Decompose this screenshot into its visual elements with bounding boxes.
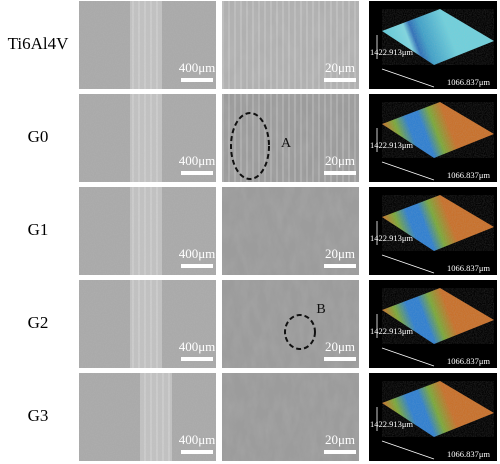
row-label: G2: [28, 313, 49, 332]
annotation-circle: [230, 112, 270, 180]
grooves: [222, 1, 359, 89]
scale-label: 400μm: [179, 246, 216, 261]
annotation-label: A: [281, 136, 292, 151]
row-label: G3: [28, 406, 49, 425]
scale-label: 400μm: [179, 60, 216, 75]
axis-line: [381, 347, 435, 367]
scale-bar: [181, 78, 213, 82]
scale-bar: [181, 450, 213, 454]
profile-x-label: 1066.837μm: [447, 356, 490, 366]
scale-label: 400μm: [179, 339, 216, 354]
texture: [79, 94, 216, 182]
profile-texture: [382, 195, 494, 251]
profile-y-label: 1422.913μm: [370, 326, 413, 336]
texture: [79, 280, 216, 368]
row-label: G1: [28, 220, 49, 239]
scale-bar: [324, 171, 356, 175]
row-label: G0: [28, 127, 49, 146]
axis-line: [381, 68, 435, 88]
scale-bar: [181, 171, 213, 175]
scale-bar: [181, 264, 213, 268]
texture: [222, 373, 359, 461]
axis-line: [381, 254, 435, 274]
row-label: Ti6Al4V: [8, 34, 70, 53]
scale-label: 20μm: [325, 60, 355, 75]
scale-label: 400μm: [179, 432, 216, 447]
scale-label: 20μm: [325, 339, 355, 354]
grooves: [222, 94, 359, 182]
scale-label: 20μm: [325, 153, 355, 168]
scale-bar: [324, 357, 356, 361]
profile-y-label: 1422.913μm: [370, 47, 413, 57]
scale-bar: [324, 450, 356, 454]
profile-x-label: 1066.837μm: [447, 170, 490, 180]
profile-texture: [382, 9, 494, 65]
texture: [79, 373, 216, 461]
scale-label: 20μm: [325, 246, 355, 261]
scale-label: 400μm: [179, 153, 216, 168]
texture: [79, 187, 216, 275]
profile-x-label: 1066.837μm: [447, 77, 490, 87]
scale-bar: [324, 264, 356, 268]
scale-bar: [324, 78, 356, 82]
profile-x-label: 1066.837μm: [447, 263, 490, 273]
profile-texture: [382, 102, 494, 158]
profile-y-label: 1422.913μm: [370, 233, 413, 243]
profile-texture: [382, 288, 494, 344]
profile-x-label: 1066.837μm: [447, 449, 490, 459]
annotation-label: B: [316, 302, 325, 317]
profile-y-label: 1422.913μm: [370, 419, 413, 429]
scale-label: 20μm: [325, 432, 355, 447]
texture: [79, 1, 216, 89]
profile-texture: [382, 381, 494, 437]
axis-line: [381, 440, 435, 460]
annotation-circle: [284, 314, 316, 350]
texture: [222, 280, 359, 368]
profile-y-label: 1422.913μm: [370, 140, 413, 150]
axis-line: [381, 161, 435, 181]
scale-bar: [181, 357, 213, 361]
texture: [222, 187, 359, 275]
